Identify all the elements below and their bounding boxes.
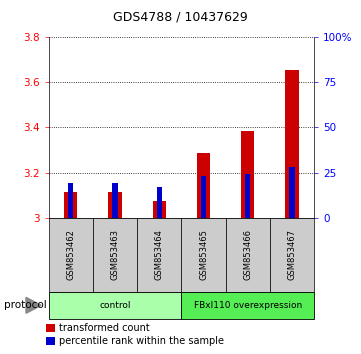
Bar	[285, 70, 299, 218]
Bar	[226, 218, 270, 292]
Legend: transformed count, percentile rank within the sample: transformed count, percentile rank withi…	[46, 324, 224, 346]
Bar	[153, 201, 166, 218]
Text: GSM853465: GSM853465	[199, 229, 208, 280]
Bar	[245, 174, 251, 218]
Bar	[289, 167, 295, 218]
Bar	[270, 218, 314, 292]
Text: GSM853466: GSM853466	[243, 229, 252, 280]
Bar	[197, 153, 210, 218]
Polygon shape	[26, 297, 41, 313]
Text: GSM853467: GSM853467	[287, 229, 296, 280]
Bar	[108, 192, 122, 218]
Bar	[112, 183, 118, 218]
Text: FBxl110 overexpression: FBxl110 overexpression	[193, 301, 302, 310]
Text: protocol: protocol	[4, 300, 46, 310]
Bar	[93, 218, 137, 292]
Bar	[64, 192, 78, 218]
Bar	[182, 218, 226, 292]
Bar	[241, 131, 255, 218]
Text: GSM853463: GSM853463	[110, 229, 119, 280]
Text: control: control	[99, 301, 131, 310]
Text: GDS4788 / 10437629: GDS4788 / 10437629	[113, 11, 248, 24]
Bar	[49, 218, 93, 292]
Bar	[157, 187, 162, 218]
Text: GSM853462: GSM853462	[66, 229, 75, 280]
Bar	[182, 292, 314, 319]
Bar	[49, 292, 182, 319]
Bar	[68, 183, 74, 218]
Text: GSM853464: GSM853464	[155, 229, 164, 280]
Bar	[137, 218, 182, 292]
Bar	[201, 176, 206, 218]
